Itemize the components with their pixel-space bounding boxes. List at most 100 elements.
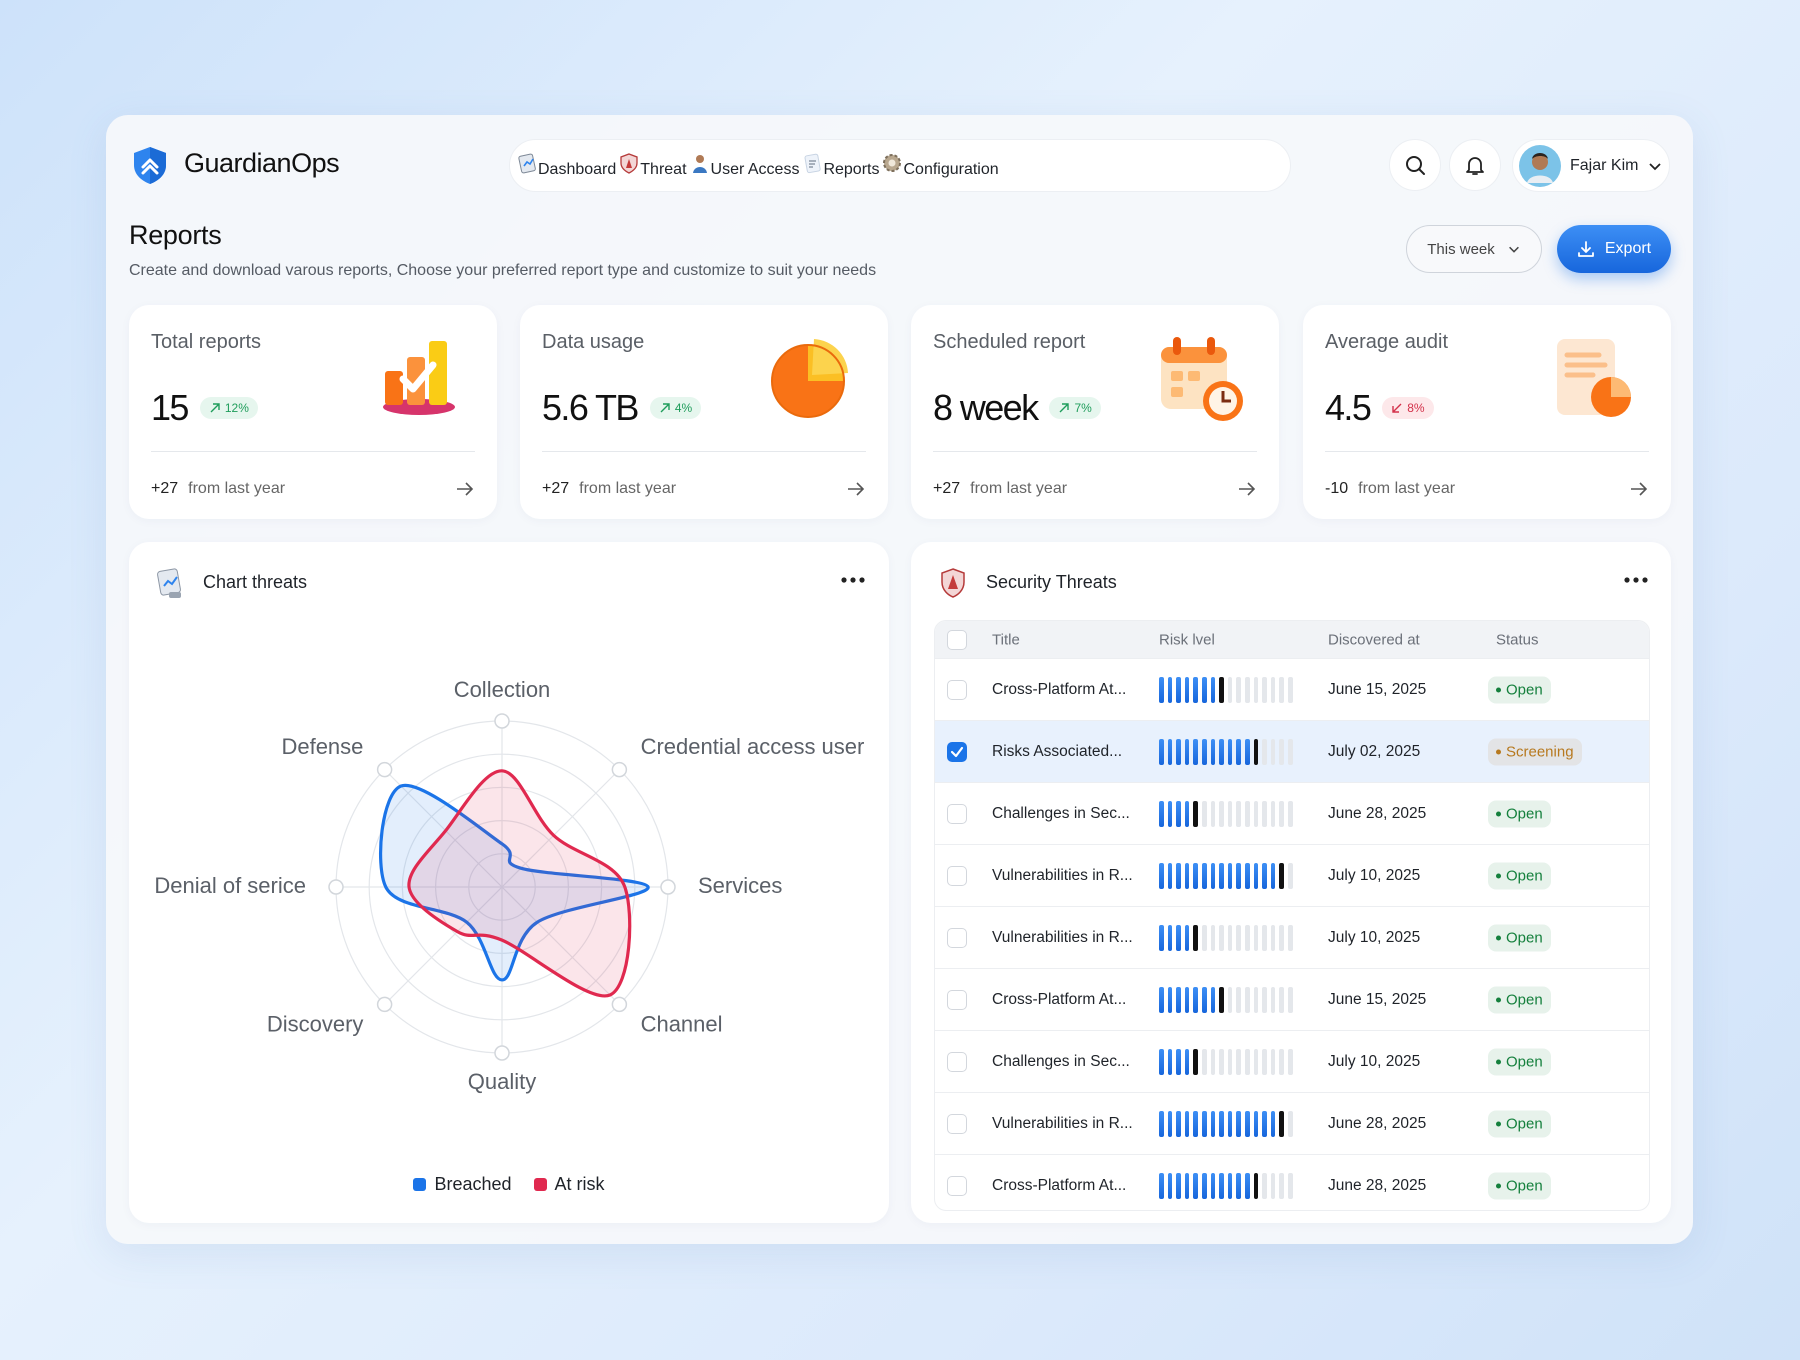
status-badge: Open — [1488, 986, 1551, 1013]
risk-segment — [1227, 738, 1233, 765]
change-value: 4% — [674, 401, 693, 415]
checkbox[interactable] — [947, 989, 967, 1010]
status-dot — [1496, 687, 1501, 692]
status-dot — [1496, 873, 1501, 878]
checkbox[interactable] — [947, 803, 967, 824]
legend-label: At risk — [554, 1174, 605, 1194]
risk-segment — [1245, 1172, 1250, 1199]
arrow-link[interactable] — [455, 481, 475, 497]
arrow-link[interactable] — [1237, 481, 1257, 497]
discovered-date: July 10, 2025 — [1328, 1052, 1421, 1070]
export-button[interactable]: Export — [1557, 225, 1671, 273]
status-label: Open — [1506, 1115, 1543, 1132]
risk-segment — [1279, 1110, 1284, 1137]
status-dot — [1496, 749, 1501, 754]
risk-segment — [1227, 676, 1233, 703]
column-header: Risk lvel — [1159, 631, 1215, 648]
risk-segment — [1193, 800, 1198, 827]
arrow-link[interactable] — [846, 481, 866, 497]
nav-item[interactable]: User Access — [689, 152, 800, 179]
delta-value: +27 — [933, 480, 961, 497]
change-value: 8% — [1407, 401, 1425, 415]
risk-segment — [1219, 1110, 1224, 1137]
risk-segment — [1210, 1110, 1216, 1137]
more-button[interactable] — [1623, 575, 1649, 585]
spoke — [384, 769, 503, 888]
risk-segment — [1253, 800, 1259, 827]
more-button[interactable] — [840, 575, 866, 585]
checkbox[interactable] — [947, 865, 967, 886]
axis-node — [376, 996, 393, 1013]
risk-segment — [1219, 862, 1224, 889]
status-label: Open — [1506, 1177, 1543, 1194]
checkbox[interactable] — [947, 1175, 967, 1196]
risk-meter — [1159, 800, 1299, 827]
stat-label: Scheduled report — [933, 331, 1086, 353]
risk-segment — [1210, 1048, 1216, 1075]
change-badge: 12% — [199, 397, 258, 419]
checkbox[interactable] — [947, 1051, 967, 1072]
risk-segment — [1288, 676, 1293, 703]
card-title: Security Threats — [986, 572, 1117, 592]
risk-segment — [1279, 986, 1284, 1013]
risk-segment — [1288, 800, 1293, 827]
nav-item[interactable]: Dashboard — [516, 152, 616, 179]
risk-segment — [1279, 800, 1284, 827]
arrow-link[interactable] — [1629, 481, 1649, 497]
table-header: Title Risk lvel Discovered at Status — [935, 621, 1649, 658]
status-dot — [1496, 1183, 1501, 1188]
risk-segment — [1219, 924, 1224, 951]
search-button[interactable] — [1389, 139, 1441, 191]
status-badge: Open — [1488, 1110, 1551, 1137]
risk-segment — [1167, 1172, 1173, 1199]
risk-segment — [1288, 924, 1293, 951]
column-header: Status — [1496, 631, 1539, 648]
risk-segment — [1236, 676, 1241, 703]
risk-segment — [1270, 924, 1276, 951]
status-label: Open — [1506, 681, 1543, 698]
nav-icon — [518, 153, 536, 174]
stat-row: 4.5 8% — [1325, 387, 1434, 429]
risk-segment — [1210, 676, 1216, 703]
nav-icon — [692, 155, 707, 173]
checkbox[interactable] — [947, 679, 967, 700]
risk-segment — [1270, 676, 1276, 703]
status-badge: Open — [1488, 862, 1551, 889]
discovered-date: July 02, 2025 — [1328, 742, 1421, 760]
axis-label: Quality — [468, 1069, 536, 1094]
checkbox[interactable] — [947, 741, 967, 762]
checkbox[interactable] — [947, 927, 967, 948]
discovered-date: July 10, 2025 — [1328, 928, 1421, 946]
nav-label: Threat — [640, 161, 687, 178]
nav-item[interactable]: Reports — [801, 152, 879, 179]
delta-value: +27 — [151, 480, 179, 497]
period-select[interactable]: This week — [1406, 225, 1542, 273]
status-badge: Open — [1488, 676, 1551, 703]
risk-segment — [1262, 1048, 1267, 1075]
risk-segment — [1210, 986, 1216, 1013]
period-label: This week — [1427, 240, 1495, 258]
risk-segment — [1219, 800, 1224, 827]
risk-segment — [1167, 738, 1173, 765]
risk-segment — [1236, 1110, 1241, 1137]
nav-icon — [804, 153, 822, 174]
risk-segment — [1193, 862, 1198, 889]
nav-label: User Access — [710, 161, 800, 178]
risk-segment — [1167, 986, 1173, 1013]
divider — [933, 451, 1257, 452]
risk-segment — [1202, 986, 1207, 1013]
nav-item[interactable]: Configuration — [881, 152, 999, 179]
notification-button[interactable] — [1449, 139, 1501, 191]
risk-meter — [1159, 924, 1299, 951]
nav-item[interactable]: Threat — [618, 152, 687, 179]
bell-icon — [1466, 157, 1484, 175]
risk-segment — [1262, 738, 1267, 765]
user-menu[interactable]: Fajar Kim — [1512, 139, 1670, 192]
risk-segment — [1202, 924, 1207, 951]
risk-segment — [1245, 986, 1250, 1013]
risk-segment — [1227, 986, 1233, 1013]
axis-node — [611, 761, 628, 778]
risk-segment — [1167, 924, 1173, 951]
checkbox[interactable] — [947, 1113, 967, 1134]
stat-value: 5.6 TB — [542, 387, 639, 428]
